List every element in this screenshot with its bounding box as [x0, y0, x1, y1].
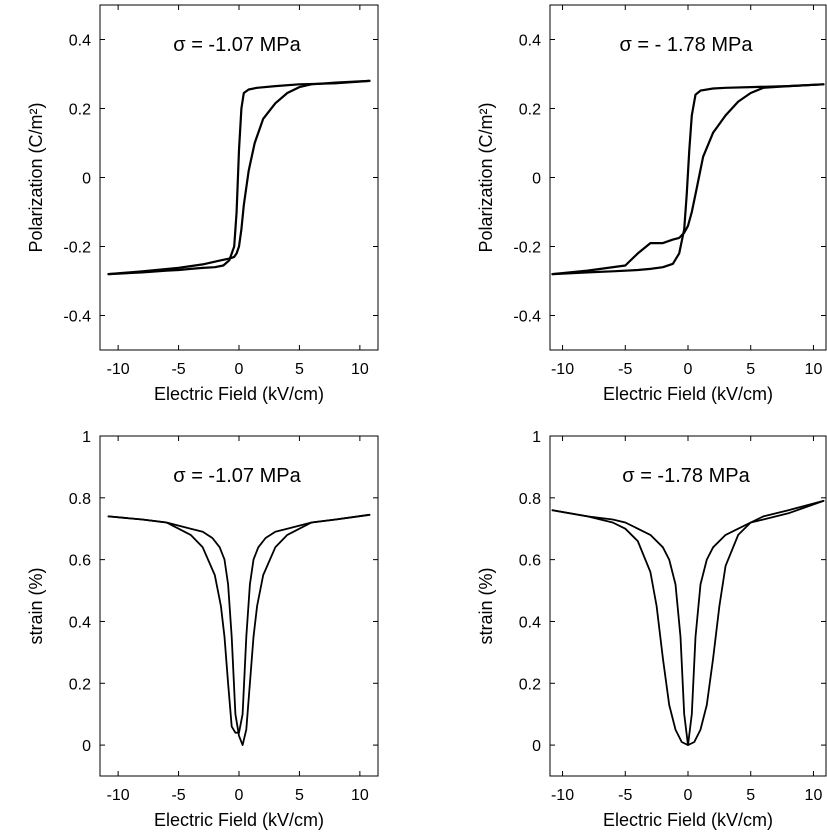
y-tick-label: -0.2 — [513, 240, 541, 257]
x-axis-label: Electric Field (kV/cm) — [154, 384, 324, 404]
curve-decreasing-branch — [107, 513, 371, 746]
x-tick-label: 0 — [684, 787, 693, 804]
x-tick-label: -10 — [551, 787, 574, 804]
panel-title: σ = - 1.78 MPa — [620, 34, 754, 56]
curve-increasing-branch — [107, 79, 371, 276]
y-axis-label: Polarization (C/m²) — [476, 102, 496, 252]
panel-title: σ = -1.78 MPa — [622, 465, 750, 487]
y-tick-label: 1 — [82, 429, 91, 446]
y-tick-label: 0 — [82, 738, 91, 755]
x-tick-label: 0 — [235, 361, 244, 378]
y-tick-label: 0 — [82, 171, 91, 188]
x-tick-label: 10 — [351, 787, 369, 804]
curve-increasing-branch — [551, 499, 825, 746]
y-tick-label: 0.6 — [519, 553, 541, 570]
y-tick-label: 0.4 — [69, 614, 91, 631]
y-tick-label: 0.6 — [69, 553, 91, 570]
y-tick-label: 0.2 — [69, 676, 91, 693]
curve-increasing-branch — [107, 513, 371, 734]
y-tick-label: 0.2 — [519, 676, 541, 693]
x-tick-label: -5 — [171, 787, 185, 804]
y-tick-label: -0.4 — [63, 309, 91, 326]
curve-decreasing-branch — [551, 83, 825, 276]
y-tick-label: 0.2 — [69, 102, 91, 119]
y-tick-label: 0.2 — [519, 102, 541, 119]
y-tick-label: 0 — [532, 171, 541, 188]
x-tick-label: 5 — [746, 787, 755, 804]
x-tick-label: -5 — [618, 361, 632, 378]
y-tick-label: 0.4 — [69, 33, 91, 50]
chart-panel-4: -10 -5 0 5 10 0 0.2 0.4 0.6 0.8 1 σ = -1.78 MPa Elec… — [476, 429, 827, 830]
y-tick-label: 0.4 — [519, 33, 541, 50]
x-tick-label: 10 — [805, 787, 823, 804]
y-axis-label: strain (%) — [26, 567, 46, 644]
x-tick-label: -10 — [107, 361, 130, 378]
plot-frame — [549, 435, 827, 777]
x-tick-label: 0 — [235, 787, 244, 804]
chart-panel-2: -10 -5 0 5 10 -0.4 -0.2 0 0.2 0.4 σ = - 1.78 MPa El… — [476, 4, 827, 404]
y-tick-label: 0.4 — [519, 614, 541, 631]
x-axis-label: Electric Field (kV/cm) — [154, 810, 324, 830]
x-tick-label: 0 — [684, 361, 693, 378]
x-tick-label: -10 — [551, 361, 574, 378]
x-tick-label: 10 — [351, 361, 369, 378]
x-tick-label: 5 — [295, 361, 304, 378]
x-tick-label: 5 — [746, 361, 755, 378]
curve-decreasing-branch — [107, 79, 371, 276]
y-axis-label: Polarization (C/m²) — [26, 102, 46, 252]
x-tick-label: -5 — [618, 787, 632, 804]
chart-panel-1: -10 -5 0 5 10 -0.4 -0.2 0 0.2 0.4 σ = -1.07 MPa Ele… — [26, 4, 379, 404]
plot-frame — [99, 435, 379, 777]
x-tick-label: -5 — [171, 361, 185, 378]
y-axis-label: strain (%) — [476, 567, 496, 644]
x-axis-label: Electric Field (kV/cm) — [603, 384, 773, 404]
y-tick-label: 0.8 — [69, 491, 91, 508]
curve-decreasing-branch — [551, 499, 825, 746]
x-tick-label: -10 — [107, 787, 130, 804]
chart-panel-3: -10 -5 0 5 10 0 0.2 0.4 0.6 0.8 1 σ = -1.07 MPa Elec… — [26, 429, 379, 830]
panel-title: σ = -1.07 MPa — [173, 465, 301, 487]
y-tick-label: -0.4 — [513, 309, 541, 326]
y-tick-label: 1 — [532, 429, 541, 446]
y-tick-label: 0 — [532, 738, 541, 755]
curve-increasing-branch — [551, 83, 825, 276]
y-tick-label: 0.8 — [519, 491, 541, 508]
x-tick-label: 5 — [295, 787, 304, 804]
panel-title: σ = -1.07 MPa — [173, 34, 301, 56]
x-tick-label: 10 — [805, 361, 823, 378]
x-axis-label: Electric Field (kV/cm) — [603, 810, 773, 830]
y-tick-label: -0.2 — [63, 240, 91, 257]
